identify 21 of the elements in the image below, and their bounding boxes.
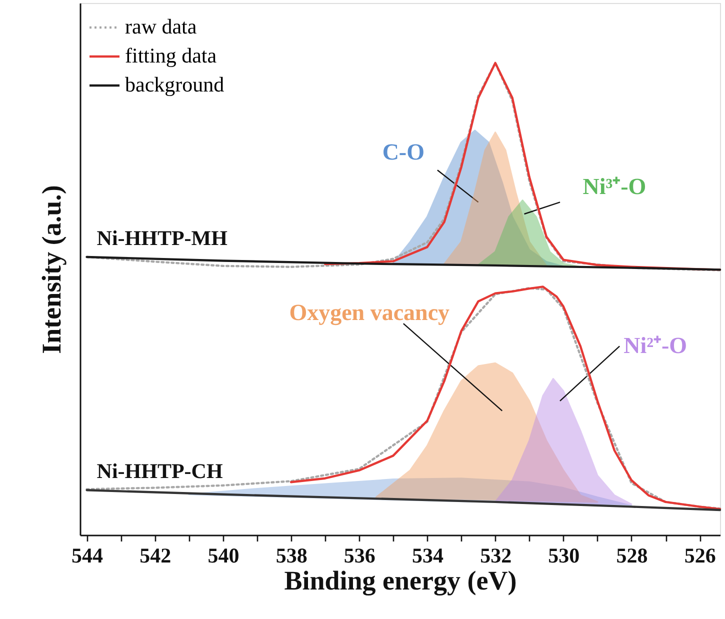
x-tick-label: 534 (412, 544, 444, 568)
legend-label: raw data (125, 14, 198, 38)
annotation: Ni-HHTP-MH (96, 226, 228, 250)
legend-label: background (125, 72, 225, 96)
annotation: Ni-HHTP-CH (96, 459, 223, 484)
x-tick-label: 526 (684, 544, 716, 568)
x-tick-label: 542 (140, 544, 172, 568)
x-tick-label: 532 (480, 544, 512, 568)
x-tick-label: 540 (208, 544, 240, 568)
series-label: C-O (382, 140, 424, 165)
text: Oxygen vacancy (289, 300, 450, 326)
y-axis-title: Intensity (a.u.) (36, 185, 66, 354)
text: Ni²⁺-O (624, 333, 688, 358)
x-tick-label: 544 (72, 544, 104, 568)
x-tick-label: 530 (548, 544, 580, 568)
x-tick-label: 528 (616, 544, 648, 568)
text: Ni³⁺-O (582, 174, 646, 200)
x-axis-title: Binding energy (eV) (284, 566, 517, 596)
x-tick-label: 536 (344, 544, 376, 568)
x-tick-label: 538 (276, 544, 308, 568)
legend-label: fitting data (125, 44, 218, 68)
